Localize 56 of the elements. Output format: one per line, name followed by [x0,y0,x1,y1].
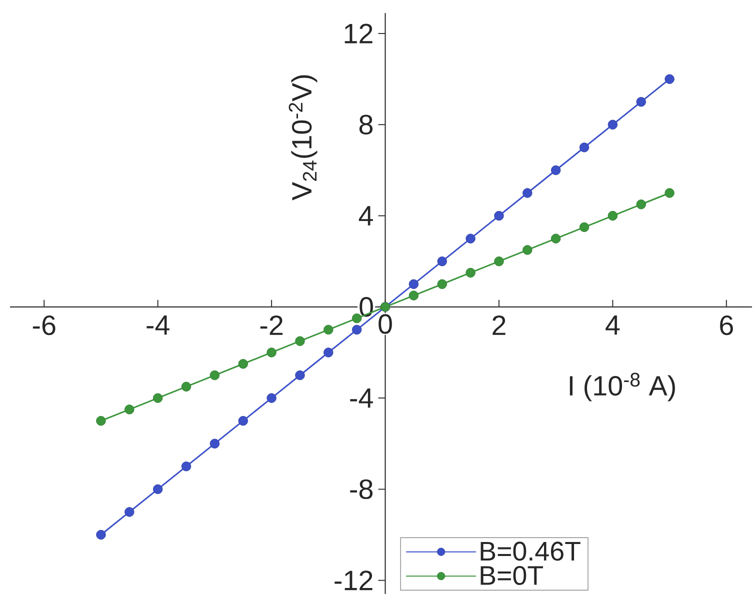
point [210,370,220,380]
point [437,279,447,289]
x-tick-label: -2 [260,315,283,335]
point [522,188,532,198]
point [664,188,674,198]
point [96,416,106,426]
x-tick-label: -6 [32,315,56,336]
point [124,404,134,414]
y-axis-title: V$_{24}$(10$^{-2}$V) [288,75,318,200]
point [466,268,476,278]
legend-label: B=0.46T [480,542,580,561]
x-tick-label: 2 [492,315,506,335]
point [295,336,305,346]
point [550,165,561,176]
y-tick-label: -4 [350,388,373,408]
y-tick-label: -12 [334,570,372,590]
point [636,200,646,210]
point [238,416,248,426]
point [437,256,447,266]
point [295,370,305,380]
point [266,348,276,358]
point [408,290,419,300]
x-tick-label: -4 [146,315,170,335]
point [494,256,504,266]
point [238,359,248,369]
point [579,222,590,232]
legend-label: B=0T [480,566,544,585]
point [579,142,590,152]
y-tick-label: -8 [350,479,373,500]
point [96,530,106,540]
point [608,210,618,221]
x-tick-label: 0 [378,314,392,334]
x-tick-label: 6 [720,315,733,336]
point [210,438,220,448]
point [181,462,192,472]
y-tick-label: 8 [359,114,373,135]
point [324,348,334,358]
point [466,234,476,244]
point [550,234,561,244]
point [664,74,674,84]
point [636,97,646,107]
point [522,245,532,255]
point [352,324,362,335]
y-tick-label: 4 [358,206,373,226]
point [608,120,618,130]
point [408,279,419,289]
x-axis-title: I (10$^{-8}$ A) [570,372,675,402]
y-tick-label: 12 [344,24,372,44]
point [324,324,334,335]
point [181,382,192,392]
point [266,393,276,403]
point [152,484,163,494]
x-tick-label: 4 [606,315,620,335]
point [494,210,504,221]
point [124,507,134,517]
point [152,393,163,403]
